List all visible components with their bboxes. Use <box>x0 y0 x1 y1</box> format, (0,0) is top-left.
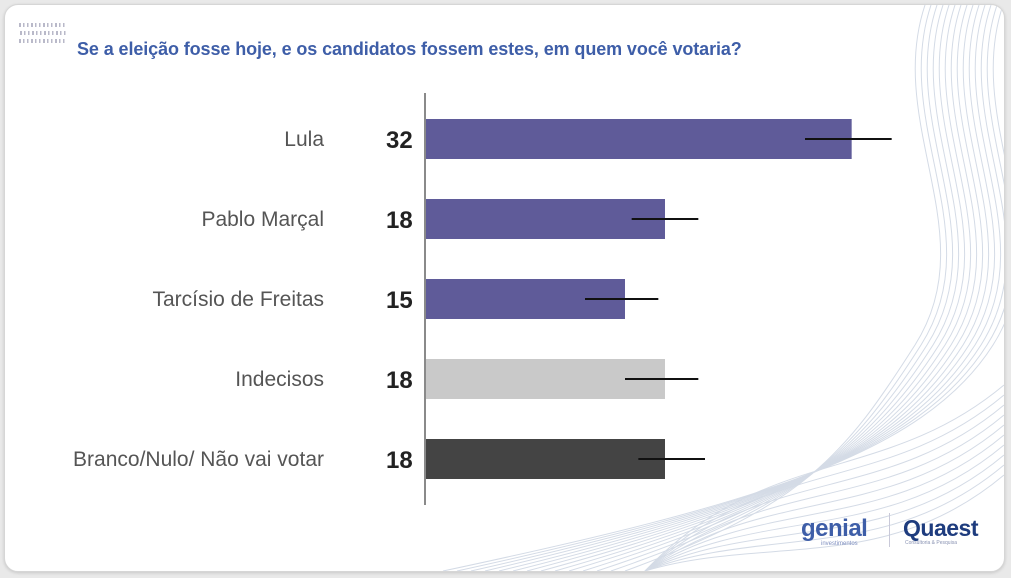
category-label: Indecisos <box>235 368 324 391</box>
category-label: Lula <box>284 128 324 151</box>
bar <box>426 119 852 159</box>
category-label: Tarcísio de Freitas <box>152 288 324 311</box>
bar-chart: Lula 32 Pablo Marçal 18 Tarcísio de Freitas 1… <box>73 93 892 505</box>
value-label: 18 <box>386 447 413 474</box>
quaest-logo-subtitle: Consultoria & Pesquisa <box>905 540 957 546</box>
bar <box>426 439 665 479</box>
quaest-logo: Quaest <box>903 515 978 541</box>
value-label: 18 <box>386 207 413 234</box>
category-label: Branco/Nulo/ Não vai votar <box>73 448 324 471</box>
chart-card: Se a eleição fosse hoje, e os candidatos… <box>4 4 1005 572</box>
logo-separator <box>889 513 890 547</box>
bar <box>426 199 665 239</box>
value-label: 32 <box>386 127 413 154</box>
genial-logo: genial <box>801 515 868 542</box>
dot-grid-decoration <box>19 23 66 43</box>
value-label: 18 <box>386 367 413 394</box>
genial-logo-subtitle: investimentos <box>821 541 858 547</box>
chart-title: Se a eleição fosse hoje, e os candidatos… <box>77 39 742 59</box>
category-label: Pablo Marçal <box>201 208 324 231</box>
value-label: 15 <box>386 287 413 314</box>
decorative-waves <box>442 5 1004 571</box>
